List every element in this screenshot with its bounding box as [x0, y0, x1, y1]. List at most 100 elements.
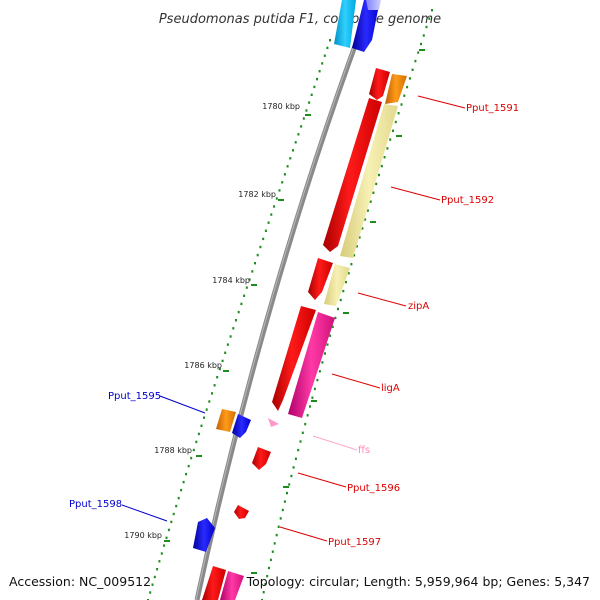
- scale-dot: [313, 85, 316, 89]
- scale-dot: [208, 400, 211, 403]
- scale-dot: [329, 39, 331, 42]
- scale-dot: [269, 558, 272, 562]
- scale-dot: [232, 327, 235, 330]
- scale-dot: [316, 378, 319, 382]
- scale-dot: [297, 448, 300, 452]
- gene-label-ffs: ffs: [358, 445, 370, 456]
- scale-dot: [286, 491, 288, 495]
- scale-dot: [200, 424, 203, 427]
- scale-dot: [369, 200, 372, 203]
- scale-dot: [185, 472, 188, 476]
- scale-dot: [283, 173, 286, 176]
- gene-arrow-blue: [352, 0, 380, 52]
- gene-arrow-magenta-liga: [288, 312, 335, 418]
- gene-arrow-zipa: [308, 258, 333, 300]
- gene-arrow-red-bottom: [202, 566, 226, 600]
- gene-arrow-liga: [272, 306, 316, 411]
- scale-dot: [180, 488, 183, 492]
- scale-dot: [213, 384, 216, 387]
- scale-dot: [279, 517, 282, 520]
- scale-dot: [304, 422, 307, 426]
- scale-dot: [170, 520, 173, 524]
- scale-dot: [240, 302, 243, 306]
- scale-dot: [245, 286, 248, 289]
- leader-line: [279, 526, 328, 542]
- scale-dot: [218, 367, 221, 371]
- scale-dot: [329, 334, 332, 337]
- gene-arrow-lightblue: [366, 0, 381, 10]
- gene-arrow-orange-1595: [216, 409, 236, 432]
- scale-dot: [364, 218, 367, 221]
- scale-dot: [190, 456, 193, 460]
- scale-dot: [355, 245, 358, 248]
- scale-dot: [386, 147, 389, 150]
- scale-dot: [262, 591, 265, 594]
- scale-dot: [318, 70, 321, 73]
- scale-dot: [203, 416, 206, 419]
- genome-summary: Topology: circular; Length: 5,959,964 bp…: [246, 574, 590, 589]
- scale-dot: [417, 51, 420, 54]
- tick-label: 1788 kbp: [154, 446, 192, 455]
- scale-dot: [411, 68, 414, 71]
- tick-label: 1780 kbp: [262, 102, 300, 111]
- scale-dot: [197, 432, 200, 436]
- scale-dot: [273, 542, 276, 545]
- scale-dot: [248, 278, 251, 281]
- scale-dot: [425, 25, 428, 29]
- scale-dot: [366, 209, 369, 212]
- scale-dot: [326, 343, 329, 346]
- scale-dot: [275, 197, 278, 200]
- scale-dot: [308, 101, 311, 104]
- scale-dot: [378, 173, 380, 177]
- gene-label-liga: ligA: [381, 383, 400, 394]
- scale-dot: [237, 310, 240, 314]
- gene-label-pput1592: Pput_1592: [441, 195, 494, 206]
- leader-line: [121, 504, 168, 522]
- tick-label: 1790 kbp: [124, 531, 162, 540]
- scale-track: [147, 39, 331, 600]
- scale-dot: [331, 325, 334, 328]
- scale-dot: [289, 157, 292, 160]
- gene-arrow-pput1596: [252, 447, 271, 470]
- scale-dot: [321, 361, 324, 364]
- gene-arrow-cyan: [334, 0, 356, 48]
- scale-dot: [422, 34, 425, 37]
- scale-dot: [277, 525, 280, 528]
- gene-label-pput1591: Pput_1591: [466, 103, 519, 114]
- inner-scale-track: [261, 9, 433, 600]
- scale-dot: [149, 591, 152, 594]
- scale-dot: [318, 370, 321, 373]
- scale-dot: [273, 205, 276, 208]
- scale-dot: [211, 392, 213, 395]
- gene-arrow-khaki-1592: [340, 104, 398, 258]
- leader-line: [357, 292, 407, 307]
- gene-label-zipa: zipA: [408, 301, 429, 312]
- leader-line: [417, 95, 466, 109]
- scale-dot: [431, 9, 433, 12]
- scale-dot: [256, 253, 259, 257]
- scale-dot: [167, 528, 170, 532]
- genome-backbone: [194, 0, 375, 600]
- scale-dot: [300, 125, 303, 128]
- gene-arrow-pput1598: [193, 518, 215, 552]
- scale-dot: [163, 544, 166, 547]
- gene-label-pput1597: Pput_1597: [328, 537, 381, 548]
- scale-dot: [216, 376, 219, 379]
- gene-arrow-orange-1591: [385, 74, 407, 104]
- scale-dot: [177, 496, 180, 500]
- scale-dot: [153, 575, 156, 579]
- scale-dot: [224, 351, 227, 354]
- scale-dot: [175, 504, 178, 508]
- gene-arrow-magenta-bottom: [220, 571, 244, 600]
- scale-dot: [358, 236, 361, 239]
- scale-dot: [394, 120, 397, 124]
- scale-dot: [347, 272, 350, 275]
- scale-dot: [172, 512, 175, 516]
- scale-dot: [305, 109, 308, 112]
- scale-dot: [316, 77, 318, 81]
- scale-dot: [306, 414, 309, 417]
- scale-dot: [251, 270, 254, 273]
- scale-dot: [342, 289, 345, 293]
- scale-dot: [278, 189, 281, 192]
